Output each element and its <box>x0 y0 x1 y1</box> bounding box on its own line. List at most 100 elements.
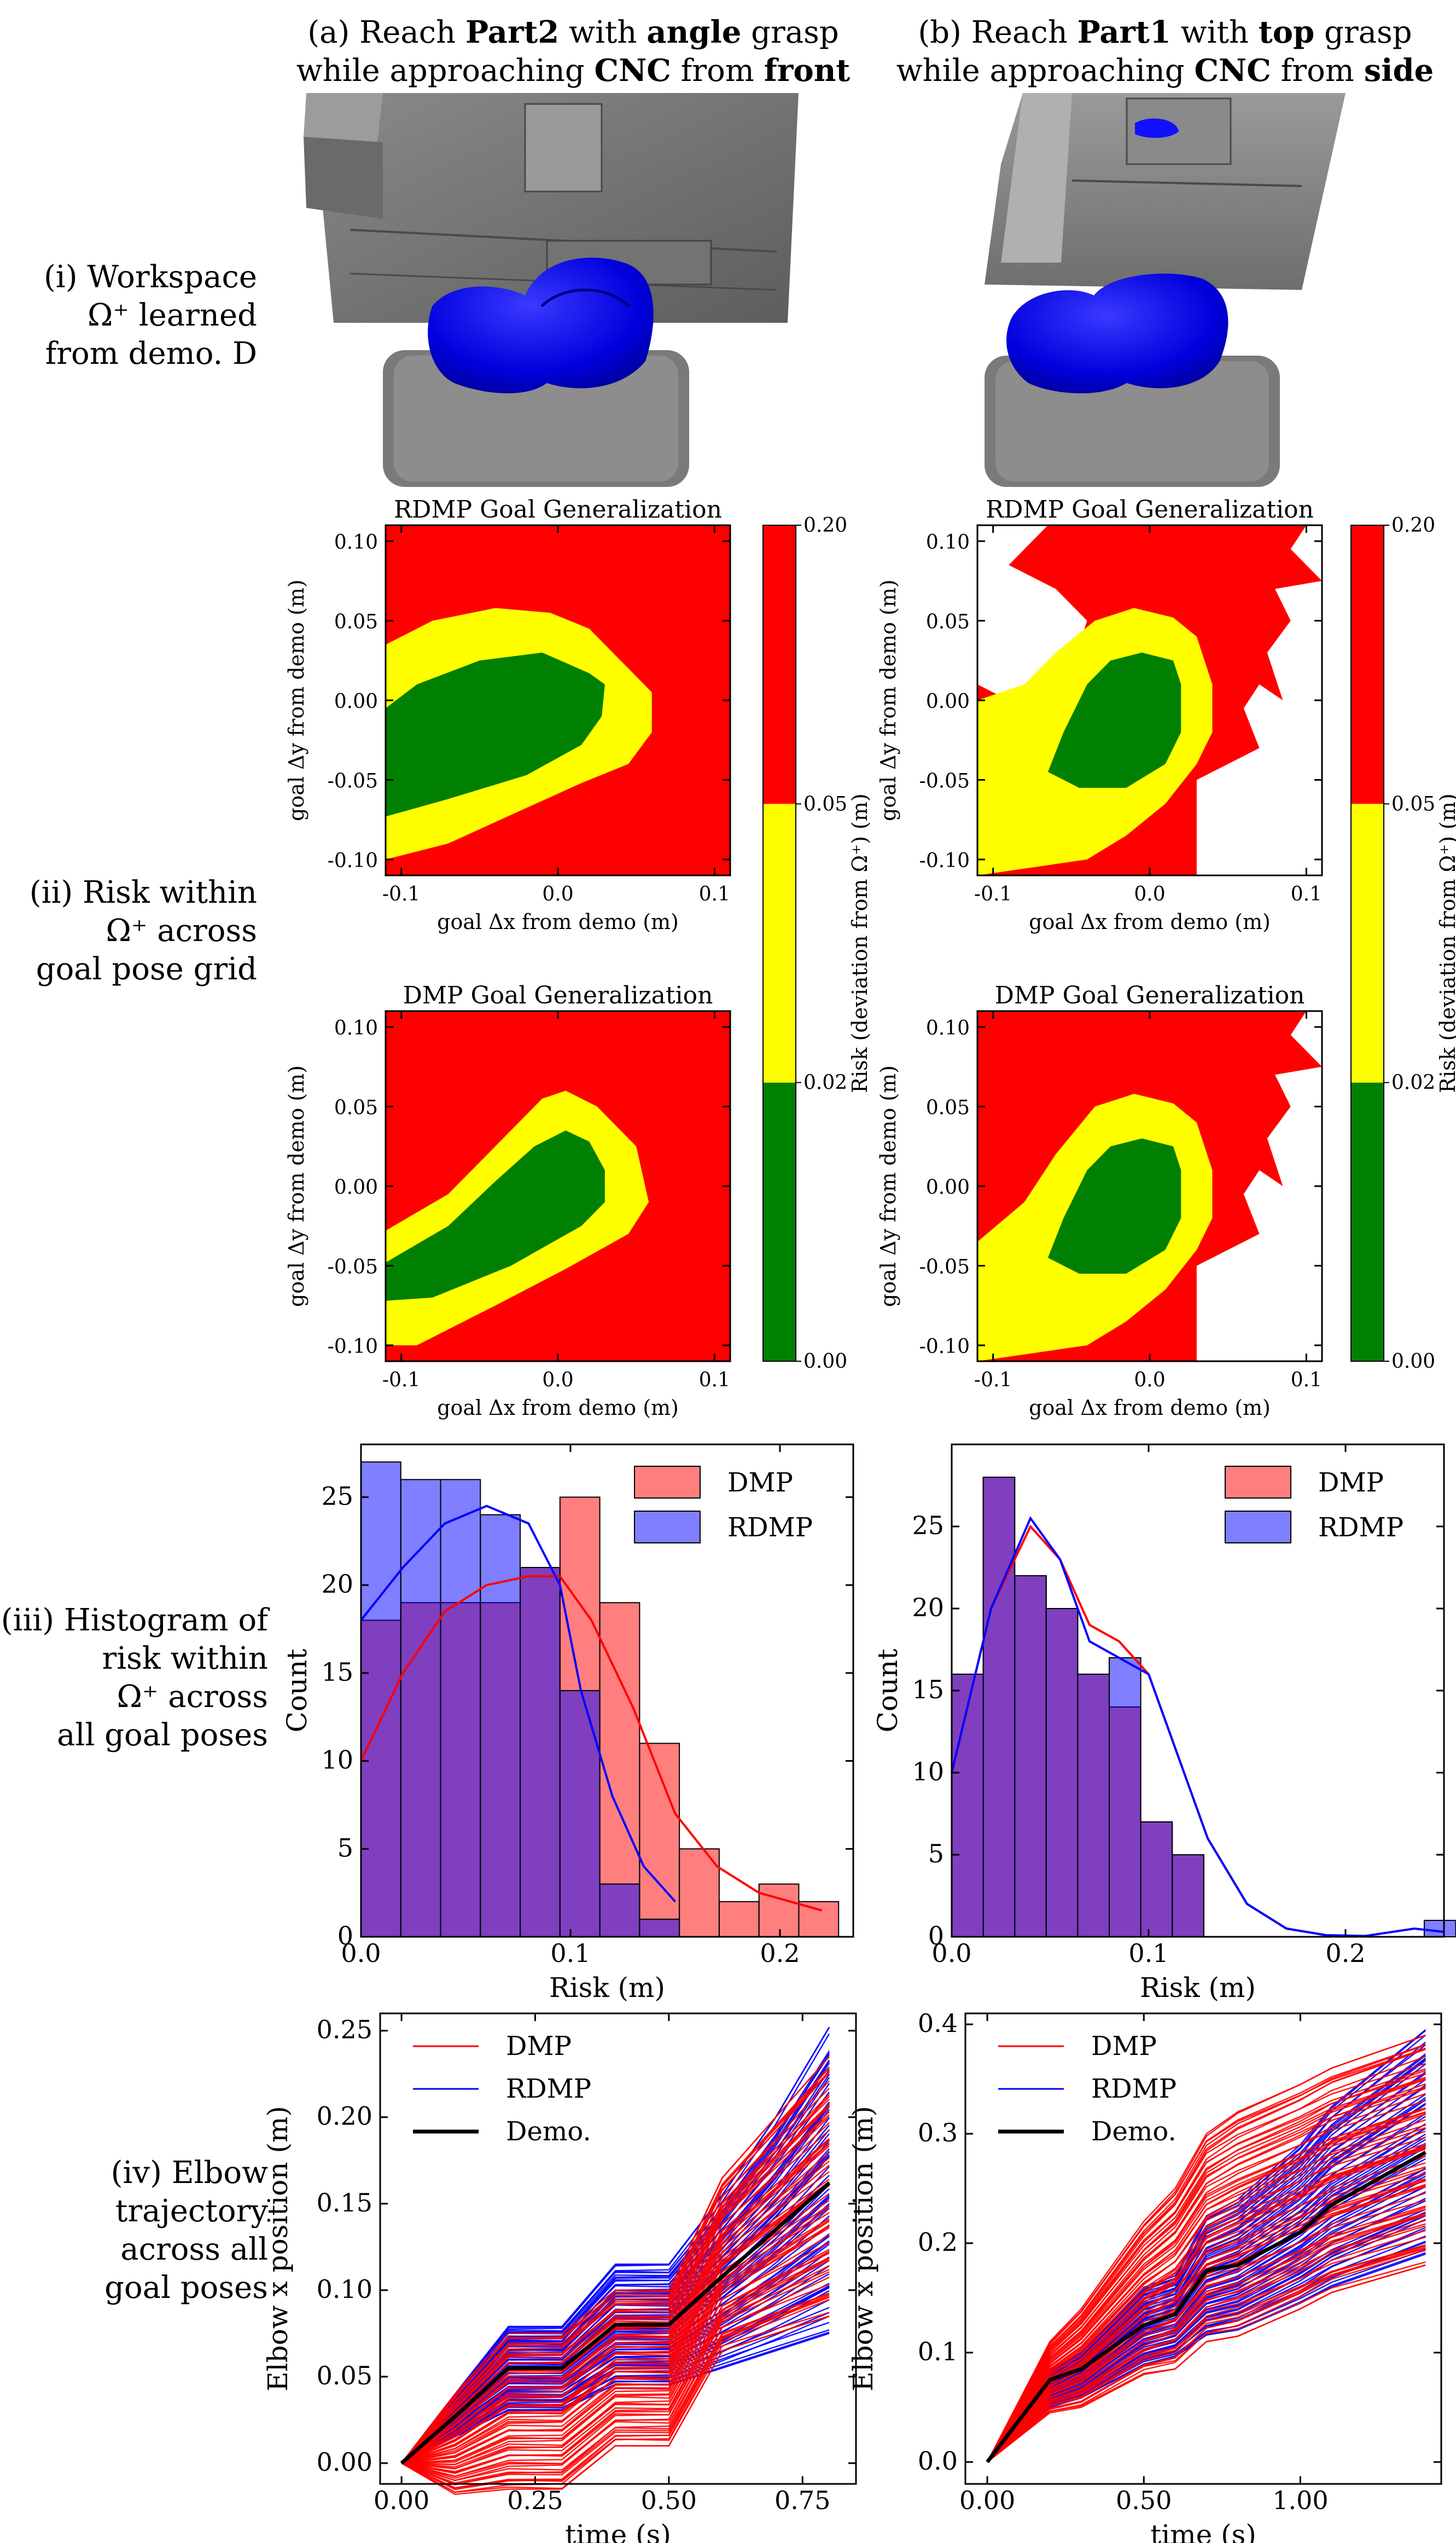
dmp-trajectory-line <box>401 2271 830 2479</box>
dmp-trajectory-line <box>987 2244 1426 2463</box>
rdmp-histogram-bar <box>1172 1854 1204 1937</box>
elbow-trajectory-b: 0.00 0.50 1.00 0.0 0.1 0.2 0.3 0.4 time (s) Elbow… <box>847 2008 1442 2543</box>
dmp-trajectory-line <box>987 2245 1426 2463</box>
demo-trajectory-line <box>400 2181 831 2465</box>
svg-text:trajectory: trajectory <box>115 2193 269 2229</box>
column-header-a: (a) Reach Part2 with angle grasp while a… <box>296 14 851 89</box>
colorbar-tick-label: 0.00 <box>1391 1350 1435 1373</box>
svg-text:all goal poses: all goal poses <box>57 1717 268 1753</box>
colorbar-tick-label: 0.02 <box>1391 1072 1435 1094</box>
legend-label-rdmp: RDMP <box>1091 2074 1177 2104</box>
x-axis-label: time (s) <box>1150 2519 1256 2543</box>
colorbar-tick-label: 0.00 <box>803 1350 847 1373</box>
dmp-trajectory-line <box>987 2223 1426 2463</box>
dmp-trajectory-line <box>401 2315 830 2493</box>
plot-title: RDMP Goal Generalization <box>986 496 1314 524</box>
dmp-trajectory-line <box>987 2124 1426 2463</box>
x-tick-label: 0.0 <box>341 1938 381 1968</box>
risk-low-region <box>1047 1138 1181 1274</box>
legend-swatch-dmp <box>634 1466 701 1499</box>
row-label-risk-grid: (ii) Risk within Ω⁺ across goal pose gri… <box>30 875 257 987</box>
svg-text:(i) Workspace: (i) Workspace <box>44 259 257 295</box>
x-axis-label: goal Δx from demo (m) <box>1029 910 1271 934</box>
x-tick-label: -0.1 <box>382 1369 420 1391</box>
y-tick-label: 0.00 <box>926 690 970 713</box>
x-axis-label: time (s) <box>565 2519 671 2543</box>
histogram-a: 0.0 0.1 0.2 0 5 10 15 20 25 Risk (m) Count DMP RDMP <box>281 1443 854 2004</box>
colorbar-segment <box>763 1082 796 1361</box>
rdmp-histogram-bar <box>1045 1608 1079 1937</box>
dmp-trajectory-line <box>987 2166 1426 2463</box>
x-tick-label: -0.1 <box>974 1369 1012 1391</box>
y-axis-label: Count <box>281 1649 313 1733</box>
dmp-trajectory-line <box>987 2086 1426 2463</box>
y-tick-label: -0.10 <box>328 850 378 872</box>
rdmp-histogram-bar <box>559 1690 601 1937</box>
y-tick-label: -0.05 <box>919 1256 970 1278</box>
y-tick-label: 0.05 <box>334 611 378 634</box>
dmp-trajectory-line <box>987 2063 1426 2463</box>
dmp-histogram-bar <box>599 1602 640 1937</box>
plot-frame <box>964 2012 1442 2485</box>
dmp-trajectory-line <box>401 2178 830 2464</box>
y-tick-label: 0.10 <box>334 531 378 554</box>
dmp-trajectory-line <box>987 2225 1426 2463</box>
y-tick-label: 0.1 <box>918 2337 958 2366</box>
rdmp-histogram-bar <box>440 1479 481 1937</box>
legend-label-dmp: DMP <box>727 1467 793 1498</box>
plot-title: DMP Goal Generalization <box>403 982 713 1009</box>
rdmp-histogram-bar <box>1077 1674 1110 1937</box>
dmp-trajectory-line <box>401 2217 830 2464</box>
x-tick-label: 0.0 <box>542 883 573 905</box>
rdmp-trajectory-line <box>987 2167 1426 2463</box>
dmp-trajectory-line <box>401 2257 830 2470</box>
colorbar-b: 0.00 0.02 0.05 0.20 Risk (deviation from Ω⁺)… <box>1350 514 1456 1373</box>
colorbar-segment <box>763 525 796 804</box>
dmp-trajectory-line <box>987 2244 1426 2463</box>
dmp-trajectory-line <box>987 2209 1426 2463</box>
y-tick-label: 0.05 <box>334 1097 378 1119</box>
dmp-trajectory-line <box>401 2160 830 2464</box>
y-axis-label: goal Δy from demo (m) <box>876 579 900 821</box>
svg-text:(b) Reach Part1 with top grasp: (b) Reach Part1 with top grasp <box>918 14 1412 50</box>
colorbar-frame <box>1350 525 1384 1362</box>
x-axis-label: goal Δx from demo (m) <box>437 1396 679 1420</box>
rdmp-histogram-bar <box>360 1461 401 1937</box>
dmp-trajectory-line <box>401 2250 830 2474</box>
dmp-trajectory-line <box>987 2246 1426 2463</box>
dmp-trajectory-line <box>401 2268 830 2472</box>
svg-text:(ii) Risk within: (ii) Risk within <box>30 875 257 910</box>
heatmap-dmp-b: DMP Goal Generalization -0.1 0.0 0.1 -0.10 -0… <box>876 982 1323 1420</box>
y-tick-label: 0.20 <box>317 2101 372 2131</box>
dmp-trajectory-line <box>987 2236 1426 2463</box>
y-tick-label: 0.2 <box>918 2227 958 2257</box>
dmp-trajectory-line <box>987 2088 1426 2463</box>
dmp-trajectory-line <box>987 2147 1426 2463</box>
dmp-trajectory-line <box>987 2100 1426 2463</box>
dmp-trajectory-line <box>401 2171 830 2464</box>
elbow-trajectory-a: 0.00 0.25 0.50 0.75 0.00 0.05 0.10 0.15 0.20 0.25… <box>262 2012 857 2543</box>
x-tick-label: 1.00 <box>1272 2486 1328 2515</box>
rdmp-density-curve <box>360 1505 676 1903</box>
dmp-trajectory-line <box>987 2162 1426 2463</box>
legend-label-demo: Demo. <box>506 2116 591 2147</box>
dmp-histogram-bar <box>758 1883 800 1938</box>
x-tick-label: 0.75 <box>774 2486 830 2515</box>
x-axis-label: goal Δx from demo (m) <box>1029 1396 1271 1420</box>
rdmp-histogram-bar <box>400 1479 441 1937</box>
dmp-trajectory-line <box>401 2139 830 2464</box>
y-tick-label: 20 <box>321 1569 353 1599</box>
plot-title: DMP Goal Generalization <box>995 982 1305 1009</box>
colorbar-tick-label: 0.20 <box>1391 514 1435 537</box>
dmp-trajectory-line <box>401 2056 830 2464</box>
x-tick-label: 0.1 <box>699 883 730 905</box>
rdmp-histogram-bar <box>951 1674 984 1937</box>
dmp-trajectory-line <box>401 2242 830 2464</box>
no-data-region <box>1196 1011 1322 1361</box>
dmp-trajectory-line <box>986 2047 1426 2463</box>
colorbar-frame <box>762 525 796 1362</box>
dmp-trajectory-line <box>987 2136 1426 2463</box>
y-tick-label: 5 <box>337 1833 353 1862</box>
dmp-trajectory-line <box>987 2185 1426 2463</box>
